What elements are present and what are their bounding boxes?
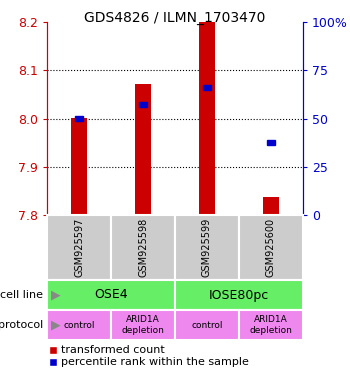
Text: ARID1A
depletion: ARID1A depletion [122,315,164,335]
Bar [203,84,211,89]
Bar [71,118,87,215]
Text: transformed count: transformed count [61,345,165,355]
Text: GSM925599: GSM925599 [202,218,212,277]
Text: GDS4826 / ILMN_1703470: GDS4826 / ILMN_1703470 [84,11,266,25]
Text: ARID1A
depletion: ARID1A depletion [249,315,292,335]
Bar [75,116,83,121]
Text: GSM925597: GSM925597 [74,218,84,277]
Text: control: control [191,321,223,329]
Text: ▶: ▶ [51,288,61,301]
Text: ▶: ▶ [51,318,61,331]
Bar [135,84,151,215]
Text: IOSE80pc: IOSE80pc [209,288,269,301]
Text: protocol: protocol [0,320,43,330]
Bar [263,197,279,215]
Text: GSM925598: GSM925598 [138,218,148,277]
Text: percentile rank within the sample: percentile rank within the sample [61,357,249,367]
Text: GSM925600: GSM925600 [266,218,276,277]
Text: cell line: cell line [0,290,43,300]
Bar [267,140,275,145]
Bar [139,101,147,106]
Bar [199,22,215,215]
Text: OSE4: OSE4 [94,288,128,301]
Text: control: control [63,321,95,329]
